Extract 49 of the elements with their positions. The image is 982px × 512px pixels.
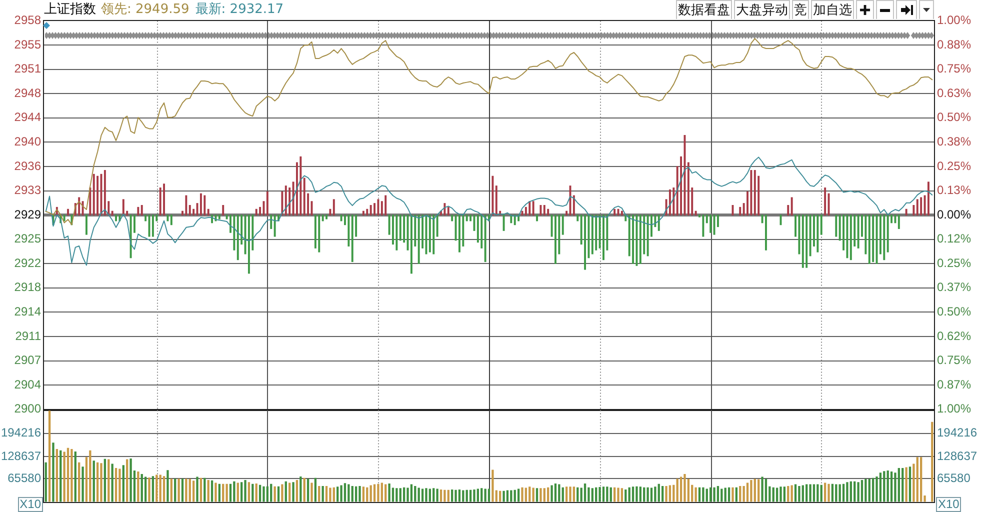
y2-tick-label: 0.12% bbox=[937, 232, 972, 246]
y2-tick-label: 0.62% bbox=[937, 328, 972, 343]
y-tick-label: 2936 bbox=[14, 158, 42, 173]
y2-tick-label: 0.00% bbox=[937, 207, 972, 222]
y-tick-label: 2944 bbox=[14, 110, 42, 124]
y2-tick-label: 0.13% bbox=[937, 183, 972, 198]
text: 最新: 2932.17 bbox=[195, 2, 284, 18]
y2-tick-label: 194216 bbox=[937, 426, 978, 440]
y-axis-title: X10 bbox=[18, 497, 43, 512]
y2-tick-label: 0.88% bbox=[937, 37, 972, 52]
y2-tick-label: 0.87% bbox=[937, 377, 972, 392]
y2-tick-label: 0.50% bbox=[937, 110, 972, 124]
y2-tick-label: 128637 bbox=[937, 448, 978, 463]
y-tick-label: 2918 bbox=[14, 280, 42, 294]
y2-tick-label: 0.38% bbox=[937, 134, 972, 148]
text: 数据看盘 bbox=[676, 0, 732, 19]
y-tick-label: 2914 bbox=[14, 304, 42, 319]
y2-tick-label: 1.00% bbox=[937, 402, 972, 416]
text: 大盘异动 bbox=[734, 0, 790, 19]
y-tick-label: 2951 bbox=[14, 62, 42, 76]
text: 加自选 bbox=[811, 0, 854, 19]
y-tick-label: 2904 bbox=[14, 377, 42, 392]
y2-tick-label: 0.37% bbox=[937, 280, 972, 294]
y-tick-label: 2948 bbox=[14, 86, 42, 100]
y-tick-label: 2907 bbox=[14, 353, 42, 368]
y2-tick-label: 1.00% bbox=[937, 13, 972, 28]
y-tick-label: 128637 bbox=[0, 448, 42, 463]
y2-axis-title: X10 bbox=[936, 497, 962, 512]
y-tick-label: 65580 bbox=[8, 471, 42, 486]
y-tick-label: 2925 bbox=[14, 232, 42, 246]
y-tick-label: 194216 bbox=[0, 426, 42, 440]
y-tick-label: 2940 bbox=[14, 134, 42, 148]
y2-tick-label: 0.25% bbox=[937, 256, 972, 270]
text: 竞 bbox=[792, 0, 809, 19]
y-tick-label: 2911 bbox=[15, 328, 42, 343]
y2-tick-label: 0.25% bbox=[937, 158, 972, 173]
y-tick-label: 2929 bbox=[14, 207, 42, 222]
y-tick-label: 2900 bbox=[14, 402, 42, 416]
y2-tick-label: 0.75% bbox=[937, 353, 972, 368]
y2-tick-label: 65580 bbox=[937, 471, 971, 486]
y-tick-label: 2958 bbox=[14, 13, 42, 28]
y2-tick-label: 0.50% bbox=[937, 304, 972, 319]
chart-title: 上证指数 bbox=[44, 2, 96, 18]
y-tick-label: 2922 bbox=[14, 256, 42, 270]
y2-tick-label: 0.63% bbox=[937, 86, 972, 100]
y2-tick-label: 0.75% bbox=[937, 62, 972, 76]
text: 领先: 2949.59 bbox=[101, 2, 190, 18]
y-tick-label: 2955 bbox=[14, 37, 42, 52]
y-tick-label: 2933 bbox=[14, 183, 42, 198]
